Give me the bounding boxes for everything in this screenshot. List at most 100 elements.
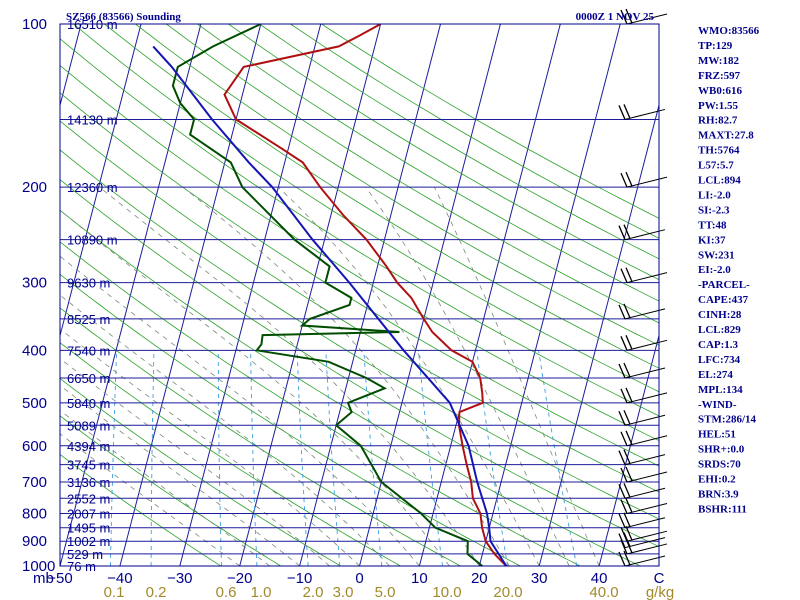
isotherm-line (418, 24, 561, 566)
isotherm-line (478, 24, 621, 566)
height-tick-label: 529 m (67, 547, 103, 562)
background-lines (60, 24, 659, 566)
mixing-ratio-tick-label: 0.6 (216, 584, 237, 600)
dry-adiabat-line (60, 209, 642, 566)
wind-barb-staff (626, 13, 668, 25)
moist-adiabat-line (60, 384, 300, 566)
pressure-tick-label: 1000 (22, 558, 55, 575)
dry-adiabat-line (166, 24, 659, 324)
wind-barb-staff (626, 176, 668, 188)
wind-barb (620, 525, 668, 542)
index-entry: CAPE:437 (698, 294, 749, 306)
wind-barb-feather (623, 483, 631, 498)
wind-barb-staff (624, 537, 666, 549)
wind-barb-feather (625, 466, 633, 482)
wind-barb-staff (624, 487, 666, 499)
wind-barb-feather (625, 8, 633, 24)
wind-barb-feather (620, 499, 628, 514)
dry-adiabat-line (60, 342, 402, 566)
temperature-unit-label: C (654, 570, 665, 587)
wind-barb (620, 498, 668, 514)
wind-barb (618, 550, 666, 567)
wind-barb-feather (618, 363, 626, 379)
isotherm-line (119, 24, 262, 566)
mixing-ratio-tick-label: 40.0 (589, 584, 618, 600)
wind-barb-staff (624, 229, 666, 241)
wind-barb (620, 8, 668, 25)
index-entry: MAXT:27.8 (698, 130, 754, 142)
wind-barb-feather (618, 450, 626, 465)
dry-adiabat-line (135, 24, 659, 346)
temperature-tick-label: −40 (107, 570, 132, 587)
wind-barb-feather (623, 224, 631, 239)
wind-barb-staff (626, 392, 668, 404)
wind-barb-feather (625, 171, 633, 187)
dry-adiabat-line (259, 24, 659, 260)
index-entry: KI:37 (698, 234, 726, 246)
wind-barb-feather (625, 335, 633, 350)
isotherm-line (179, 24, 322, 566)
mixing-ratio-tick-label: 3.0 (333, 584, 354, 600)
wind-barb-feather (618, 484, 626, 499)
index-entry: TT:48 (698, 219, 727, 231)
wind-barb-staff (626, 471, 668, 483)
wind-barb (618, 512, 666, 529)
index-entry: EHI:0.2 (698, 474, 736, 486)
dry-adiabat-line (73, 24, 659, 393)
wind-barb-staff (626, 502, 668, 514)
pressure-unit-label: mb (33, 570, 54, 587)
isotherm-line (239, 24, 382, 566)
moist-adiabat-line (60, 255, 420, 566)
wind-barb (618, 410, 666, 426)
index-entry: LI:-2.0 (698, 189, 731, 201)
index-entry: TP:129 (698, 40, 733, 52)
wind-barb-feather (620, 467, 628, 483)
dry-adiabat-line (60, 120, 659, 493)
height-tick-label: 1002 m (67, 534, 110, 549)
wind-barb-feather (618, 551, 626, 567)
temperature-tick-label: 40 (591, 570, 608, 587)
wind-barb-feather (623, 410, 631, 425)
moist-adiabat-line (60, 328, 360, 566)
wind-barb-feather (620, 336, 628, 351)
height-tick-label: 3136 m (67, 475, 110, 490)
wind-barb (620, 430, 668, 447)
wind-barb (618, 483, 666, 499)
wind-barb-feather (623, 550, 631, 566)
wind-barb-feather (625, 525, 633, 541)
temperature-tick-label: −20 (227, 570, 252, 587)
index-entry: LCL:894 (698, 175, 741, 187)
wind-barb-feather (618, 105, 626, 120)
wind-barb-feather (618, 533, 626, 548)
wind-barb-feather (623, 362, 631, 378)
dry-adiabat-line (60, 241, 582, 566)
wind-barb-staff (626, 435, 668, 447)
wind-barb (620, 335, 668, 351)
wind-barb-staff (624, 308, 666, 320)
mixing-ratio-tick-label: 20.0 (493, 584, 522, 600)
pressure-tick-label: 400 (22, 342, 47, 359)
wind-barb-feather (620, 268, 628, 283)
pressure-tick-label: 300 (22, 275, 47, 292)
pressure-tick-label: 800 (22, 505, 47, 522)
index-entry: EI:-2.0 (698, 264, 731, 276)
height-tick-label: 2552 m (67, 491, 110, 506)
index-entry: BSHR:111 (698, 503, 747, 515)
wind-barb (618, 362, 666, 379)
index-entry: SI:-2.3 (698, 204, 730, 216)
height-tick-label: 9630 m (67, 276, 110, 291)
temperature-tick-label: −10 (287, 570, 312, 587)
wind-barb-staff (624, 108, 666, 120)
wind-barb-feather (625, 267, 633, 282)
dry-adiabat-line (60, 149, 659, 520)
parcel-profile-line (152, 45, 508, 566)
index-entry: MW:182 (698, 55, 739, 67)
height-tick-label: 2007 m (67, 506, 110, 521)
dry-adiabat-line (60, 307, 462, 566)
isotherm-line (359, 24, 501, 566)
temperature-tick-label: −50 (47, 570, 72, 587)
wind-barb-staff (626, 339, 668, 351)
wind-barb-feather (625, 430, 633, 446)
isotherm-line (538, 103, 659, 566)
